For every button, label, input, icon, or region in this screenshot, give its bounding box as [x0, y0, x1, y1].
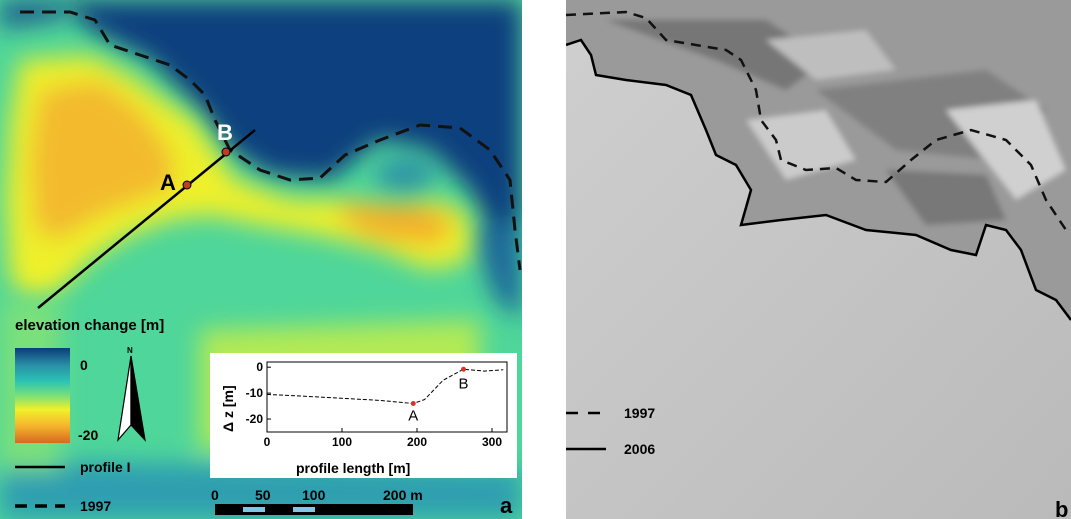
inset-xlabel: profile length [m]: [296, 460, 410, 476]
y-tick-label-0: 0: [256, 360, 263, 374]
legend-1997-label-b: 1997: [624, 405, 655, 421]
profile-point-a: [410, 400, 416, 406]
scale-tick-200: 200 m: [383, 487, 423, 503]
x-tick-label-2: 200: [407, 435, 427, 449]
north-label: N: [127, 346, 133, 355]
inset-ylabel: Δ z [m]: [220, 385, 236, 432]
scale-tick-50: 50: [255, 487, 271, 503]
x-tick-label-1: 100: [332, 435, 352, 449]
legend-1997-label: 1997: [80, 498, 111, 514]
profile-point-b: [461, 366, 466, 372]
profile-series-line: [266, 368, 504, 404]
point-a-label: A: [160, 170, 176, 195]
boundary-1997-line: [20, 10, 522, 271]
inset-plot-frame: [266, 361, 508, 433]
legend-title: elevation change [m]: [15, 317, 164, 334]
scale-tick-0: 0: [211, 487, 219, 503]
scale-bar: [215, 504, 413, 515]
boundary-2006-line: [566, 38, 1071, 321]
hillshade-map: 1997 2006 b: [566, 0, 1071, 519]
scale-tick-100: 100: [302, 487, 326, 503]
legend-profile-label: profile I: [80, 459, 131, 475]
colorbar-max-label: 0: [80, 357, 88, 373]
north-arrow-icon: [117, 355, 146, 442]
profile-line: [37, 129, 256, 309]
point-b-marker: [221, 147, 231, 157]
boundary-1997-line-b: [566, 10, 1068, 231]
colorbar-min-label: -20: [78, 427, 98, 443]
hillshade-map-svg: 1997 2006 b: [566, 0, 1071, 519]
profile-point-label-a: A: [408, 407, 418, 424]
y-tick-label-2: -20: [246, 412, 264, 426]
profile-point-label-b: B: [458, 375, 468, 392]
elevation-colorbar: [15, 348, 70, 443]
inset-profile-chart: 0 100 200 300 0 -10 -20 A B Δ z [m] profile leng…: [210, 353, 517, 478]
legend-2006-label: 2006: [624, 441, 655, 457]
y-tick-label-1: -10: [246, 386, 264, 400]
elevation-change-map: A B elevation change [m] 0 -20 N profile…: [0, 0, 522, 519]
x-tick-label-3: 300: [482, 435, 502, 449]
point-a-marker: [182, 180, 192, 190]
panel-b-letter: b: [1055, 497, 1068, 519]
point-b-label: B: [217, 120, 233, 145]
x-tick-label-0: 0: [264, 435, 271, 449]
elevation-map-svg: A B elevation change [m] 0 -20 N profile…: [0, 0, 522, 519]
panel-a-letter: a: [500, 493, 513, 518]
